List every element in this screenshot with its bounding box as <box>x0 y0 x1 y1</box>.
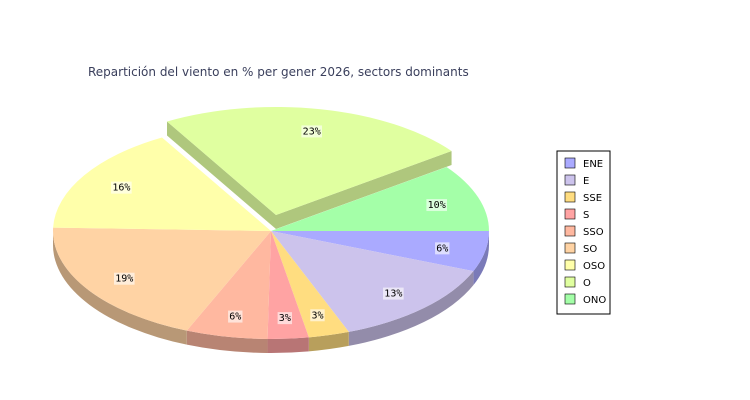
legend-swatch-s <box>564 208 576 220</box>
slice-label-bg-sso <box>228 310 243 323</box>
legend-swatch-oso <box>564 259 576 271</box>
slice-s <box>267 231 309 339</box>
slice-so <box>52 227 271 331</box>
slice-label-sse: 3% <box>311 310 323 321</box>
slice-edge-o-1 <box>276 150 452 229</box>
slice-label-bg-o <box>301 125 323 138</box>
slice-wall-sse <box>308 331 349 352</box>
slice-wall-ene <box>473 231 489 286</box>
slice-sse <box>271 231 349 338</box>
slice-ene <box>271 231 489 272</box>
legend-label-ono: ONO <box>583 295 606 306</box>
slice-label-bg-so <box>113 272 135 285</box>
legend-swatch-e <box>564 174 576 186</box>
slice-wall-so <box>53 231 187 345</box>
slice-o <box>167 107 452 215</box>
legend-label-e: E <box>583 176 589 187</box>
legend-swatch-sso <box>564 225 576 237</box>
slice-label-bg-ene <box>435 242 450 255</box>
legend-label-ene: ENE <box>583 159 603 170</box>
slice-label-ono: 10% <box>428 200 446 211</box>
slice-label-s: 3% <box>279 313 291 324</box>
legend-label-oso: OSO <box>583 261 605 272</box>
slice-wall-sso <box>186 330 268 353</box>
legend-swatch-o <box>564 276 576 288</box>
slice-wall-e <box>348 271 474 346</box>
slice-label-oso: 16% <box>112 183 130 194</box>
slice-wall-s <box>267 337 309 353</box>
slice-label-so: 19% <box>115 274 133 285</box>
slice-edge-o-0 <box>167 121 276 229</box>
legend-swatch-sse <box>564 191 576 203</box>
slice-label-o: 23% <box>303 126 321 137</box>
slice-ono <box>271 166 489 231</box>
legend-swatch-ene <box>564 157 576 169</box>
slice-label-bg-s <box>277 312 293 325</box>
slice-e <box>271 231 474 332</box>
slice-label-bg-ono <box>426 199 447 212</box>
slice-label-sso: 6% <box>229 312 241 323</box>
legend-label-o: O <box>583 278 591 289</box>
slice-sso <box>186 231 271 339</box>
legend-label-sse: SSE <box>583 193 602 204</box>
slice-label-e: 13% <box>384 289 402 300</box>
slice-label-bg-e <box>383 287 404 300</box>
legend-swatch-ono <box>564 293 576 305</box>
slice-label-ene: 6% <box>436 243 448 254</box>
slice-label-bg-sse <box>310 309 325 322</box>
legend-swatch-so <box>564 242 576 254</box>
slice-oso <box>53 137 271 231</box>
legend-label-sso: SSO <box>583 227 604 238</box>
pie-area: 6% 13% 3% 3% 6% 19% 16% 23% 10% <box>52 107 489 353</box>
legend: ENE E SSE S SSO SO OSO O ONO <box>556 150 611 315</box>
legend-label-so: SO <box>583 244 597 255</box>
legend-label-s: S <box>583 210 589 221</box>
chart-title: Repartición del viento en % per gener 20… <box>88 65 469 79</box>
slice-label-bg-oso <box>111 181 132 194</box>
